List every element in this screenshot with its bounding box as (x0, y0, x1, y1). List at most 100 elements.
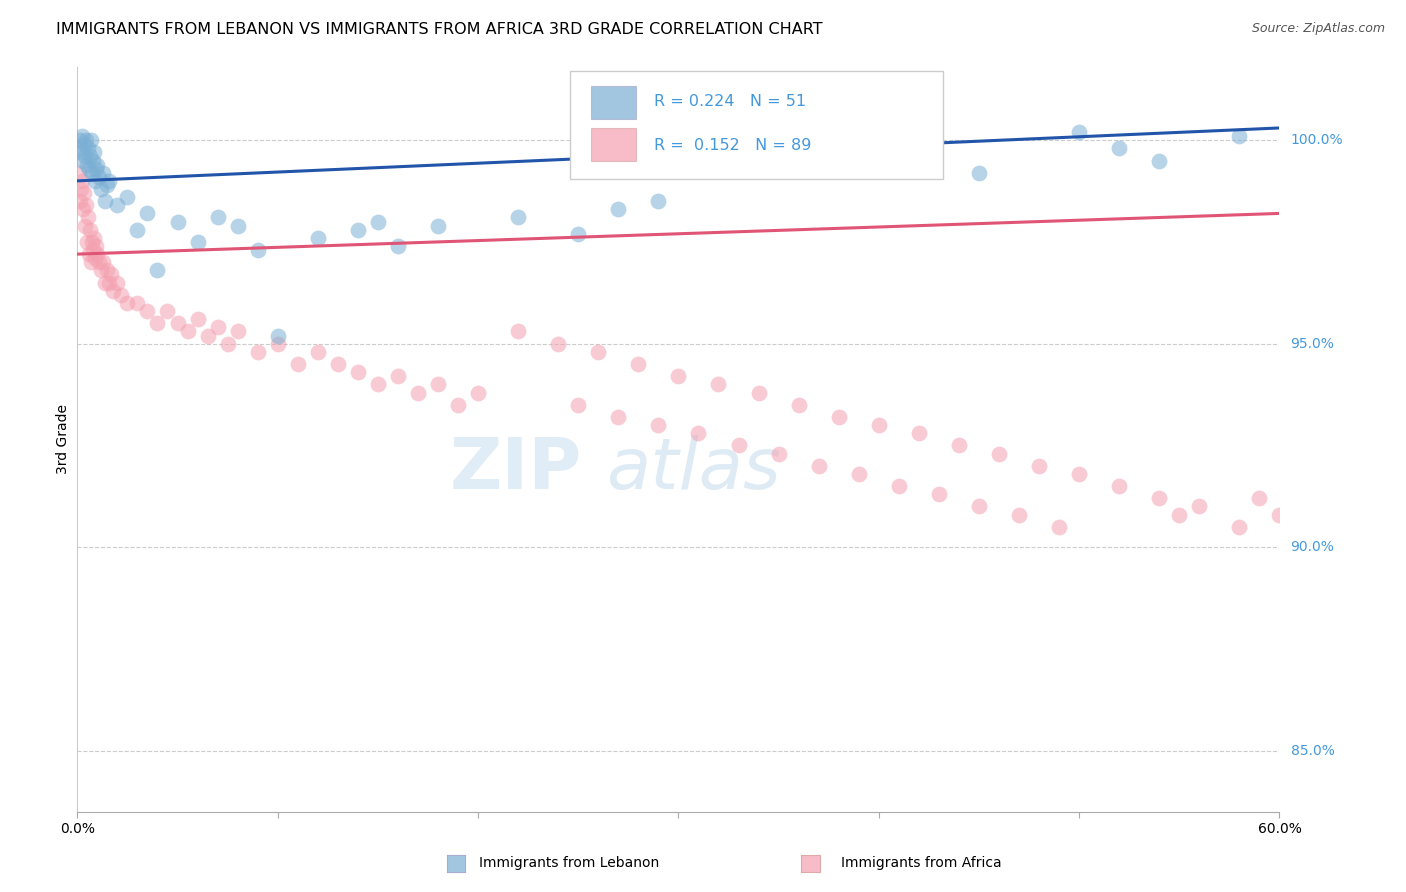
Point (967, 166, 990, 180)
Point (447, 398, 470, 412)
Point (103, 284, 125, 298)
Point (93, 166, 115, 180)
Point (67, 141, 90, 155)
Point (79, 247, 101, 261)
Point (567, 227, 589, 241)
Point (246, 344, 269, 359)
Point (217, 336, 239, 351)
Point (547, 336, 569, 351)
Text: Immigrants from Lebanon: Immigrants from Lebanon (479, 856, 659, 871)
Point (1188, 500, 1211, 514)
FancyBboxPatch shape (591, 86, 637, 119)
Point (90, 263, 112, 277)
Point (707, 377, 730, 392)
Point (107, 276, 129, 290)
Point (226, 325, 249, 339)
Point (1028, 458, 1050, 473)
Point (1047, 520, 1070, 534)
Point (89, 255, 111, 269)
Point (326, 357, 349, 371)
Point (82, 243, 104, 257)
FancyBboxPatch shape (591, 128, 637, 161)
Point (186, 312, 209, 326)
Point (607, 202, 630, 217)
Point (166, 316, 188, 330)
Point (72, 174, 94, 188)
Point (367, 214, 389, 228)
Point (69, 194, 91, 209)
Point (427, 377, 450, 392)
Point (76, 158, 98, 172)
Point (508, 325, 530, 339)
Point (848, 467, 870, 481)
Point (75, 133, 97, 147)
Point (1249, 491, 1271, 506)
Point (1229, 129, 1251, 144)
Point (72, 202, 94, 217)
Point (267, 328, 290, 343)
Point (75, 149, 97, 163)
FancyBboxPatch shape (571, 70, 943, 178)
Text: Source: ZipAtlas.com: Source: ZipAtlas.com (1251, 22, 1385, 36)
Point (1108, 479, 1130, 493)
Point (72, 153, 94, 168)
Point (84, 251, 107, 265)
Point (1108, 141, 1130, 155)
Point (647, 418, 669, 433)
Point (67, 166, 90, 180)
Point (75, 219, 97, 233)
Point (908, 426, 931, 441)
Point (508, 211, 530, 225)
Point (82, 166, 104, 180)
Point (75, 198, 97, 212)
Point (868, 153, 890, 168)
Point (246, 243, 269, 257)
Text: IMMIGRANTS FROM LEBANON VS IMMIGRANTS FROM AFRICA 3RD GRADE CORRELATION CHART: IMMIGRANTS FROM LEBANON VS IMMIGRANTS FR… (56, 22, 823, 37)
Point (82, 235, 104, 249)
Y-axis label: 3rd Grade: 3rd Grade (56, 404, 70, 475)
Point (156, 304, 179, 318)
Point (96, 263, 118, 277)
Point (928, 487, 950, 501)
Point (96, 178, 118, 192)
Point (346, 223, 368, 237)
Point (807, 458, 830, 473)
Point (110, 288, 132, 302)
Point (79, 161, 101, 176)
Point (83, 231, 105, 245)
Text: 90.0%: 90.0% (1291, 541, 1334, 554)
Point (146, 263, 169, 277)
Point (467, 385, 489, 400)
Point (69, 133, 91, 147)
Point (117, 296, 139, 310)
Point (307, 344, 329, 359)
Point (627, 357, 650, 371)
Point (1288, 458, 1310, 473)
Point (226, 219, 249, 233)
Point (84, 174, 107, 188)
Point (93, 255, 115, 269)
Point (406, 385, 429, 400)
Point (387, 239, 409, 253)
Point (1229, 520, 1251, 534)
Point (967, 500, 990, 514)
Point (90, 182, 112, 196)
Point (89, 169, 111, 184)
Point (748, 385, 770, 400)
Point (98, 174, 121, 188)
Point (80, 133, 103, 147)
Point (127, 223, 149, 237)
Point (94, 276, 117, 290)
Point (1008, 508, 1031, 522)
Point (207, 320, 229, 334)
Point (887, 479, 910, 493)
Point (307, 231, 329, 245)
Point (1168, 508, 1191, 522)
Point (86, 247, 108, 261)
Text: Immigrants from Africa: Immigrants from Africa (841, 856, 1001, 871)
Point (828, 409, 851, 424)
Point (136, 304, 159, 318)
Point (94, 194, 117, 209)
Point (72, 129, 94, 144)
Point (787, 398, 810, 412)
